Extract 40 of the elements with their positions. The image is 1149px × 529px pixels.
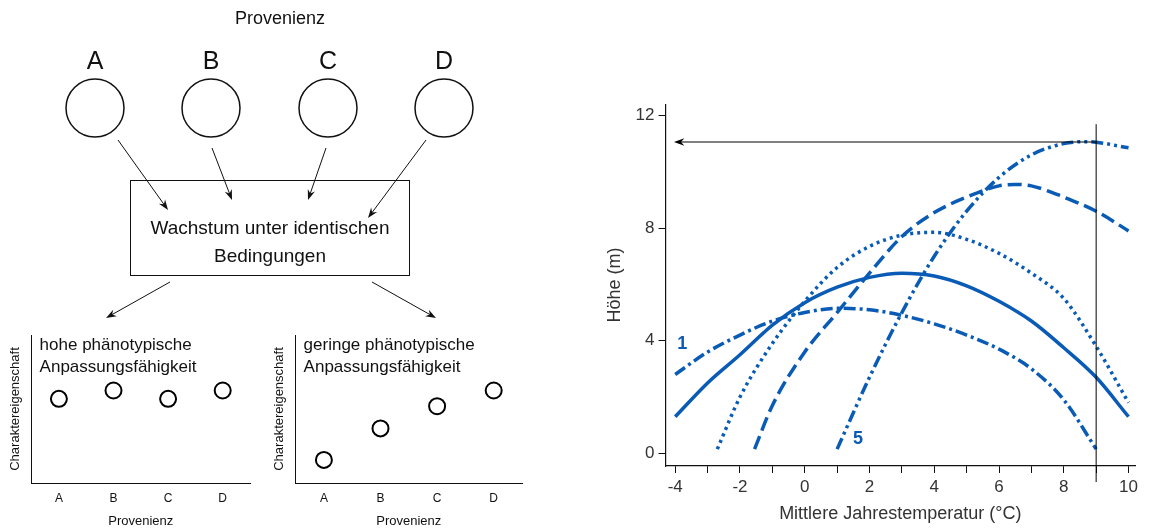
x-tick-label: A: [54, 490, 63, 505]
x-tick-label: B: [109, 490, 118, 505]
text: D: [433, 46, 455, 75]
x-axis-title: Mittlere Jahrestemperatur (°C): [779, 503, 1022, 524]
text: A: [85, 46, 105, 75]
x-tick-label: D: [218, 490, 228, 505]
y-tick-label: 4: [645, 330, 655, 350]
series-label: 1: [677, 333, 688, 354]
y-axis-title: Höhe (m): [603, 247, 624, 323]
x-tick-label: B: [376, 490, 385, 505]
point: [314, 450, 333, 469]
series-label: 5: [853, 428, 864, 449]
text: Wachstum unter identischen Bedingungen: [149, 216, 391, 268]
x-tick-label: C: [163, 490, 173, 505]
text: Provenienz: [233, 8, 327, 29]
x-tick-label: 6: [994, 476, 1004, 496]
x-tick-label: 10: [1119, 476, 1138, 496]
x-tick-label: A: [319, 490, 328, 505]
x-tick-label: 2: [864, 476, 875, 496]
x-tick-label: -2: [732, 476, 748, 496]
text: C: [317, 46, 339, 75]
point: [484, 381, 503, 400]
y-tick-label: 12: [635, 105, 655, 125]
chart-title: geringe phänotypische Anpassungsfähigkeit: [303, 335, 475, 377]
x-axis-title: Provenienz: [376, 512, 442, 528]
y-axis-title: Charaktereigenschaft: [271, 346, 287, 471]
point: [371, 419, 390, 438]
x-tick-label: D: [489, 490, 499, 505]
x-tick-label: 0: [800, 476, 810, 496]
x-tick-label: 4: [929, 476, 939, 496]
x-tick-label: -4: [667, 476, 683, 496]
text: B: [201, 46, 221, 75]
x-tick-label: C: [432, 490, 442, 505]
y-axis-title: Charaktereigenschaft: [7, 346, 23, 471]
y-tick-label: 0: [645, 443, 655, 463]
x-tick-label: 8: [1059, 476, 1069, 496]
chart-title: hohe phänotypische Anpassungsfähigkeit: [39, 335, 197, 377]
point: [428, 397, 447, 416]
y-tick-label: 8: [645, 217, 655, 237]
x-axis-title: Provenienz: [108, 512, 174, 528]
